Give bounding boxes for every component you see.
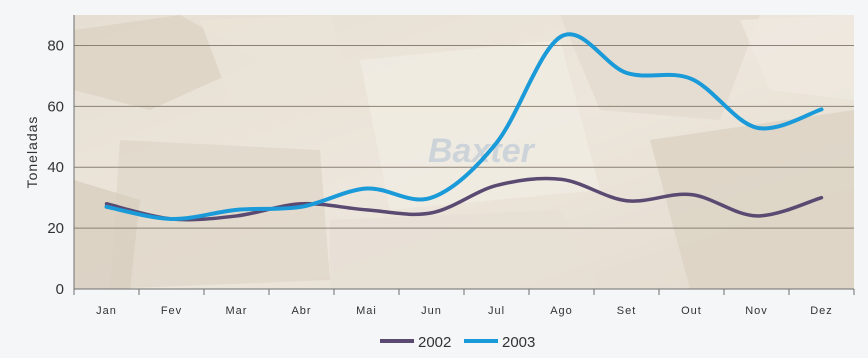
legend-label-2003: 2003 xyxy=(502,334,535,351)
y-axis-title: Toneladas xyxy=(24,116,40,189)
x-tick-label: Out xyxy=(681,305,702,317)
background-photo: Baxter xyxy=(74,15,854,289)
y-tick-label: 20 xyxy=(47,220,64,237)
series-lines xyxy=(104,32,824,222)
axes: 0 20 40 60 80 Jan Fev Mar Abr Mai Jun Jul Ago Set Out N… xyxy=(47,15,855,317)
y-tick-label: 60 xyxy=(47,98,64,115)
x-tick-label: Set xyxy=(617,305,637,317)
series-line-2002 xyxy=(104,176,824,222)
x-tick-label: Mar xyxy=(226,305,248,317)
x-tick-label: Nov xyxy=(745,305,768,317)
y-tick-label: 0 xyxy=(56,281,64,298)
x-tick-label: Abr xyxy=(291,305,311,317)
background-logo: Baxter xyxy=(428,132,536,170)
x-tick-label: Ago xyxy=(550,305,573,317)
x-tick-label: Fev xyxy=(161,305,182,317)
y-tick-label: 40 xyxy=(47,159,64,176)
x-tick-label: Jun xyxy=(421,305,442,317)
x-tick-label: Jul xyxy=(488,305,505,317)
x-tick-label: Jan xyxy=(96,305,117,317)
y-tick-label: 80 xyxy=(47,37,64,54)
series-line-2003 xyxy=(104,32,824,221)
x-tick-label: Dez xyxy=(810,305,833,317)
legend: 2002 2003 xyxy=(380,334,535,351)
legend-label-2002: 2002 xyxy=(418,334,451,351)
x-tick-label: Mai xyxy=(356,305,377,317)
